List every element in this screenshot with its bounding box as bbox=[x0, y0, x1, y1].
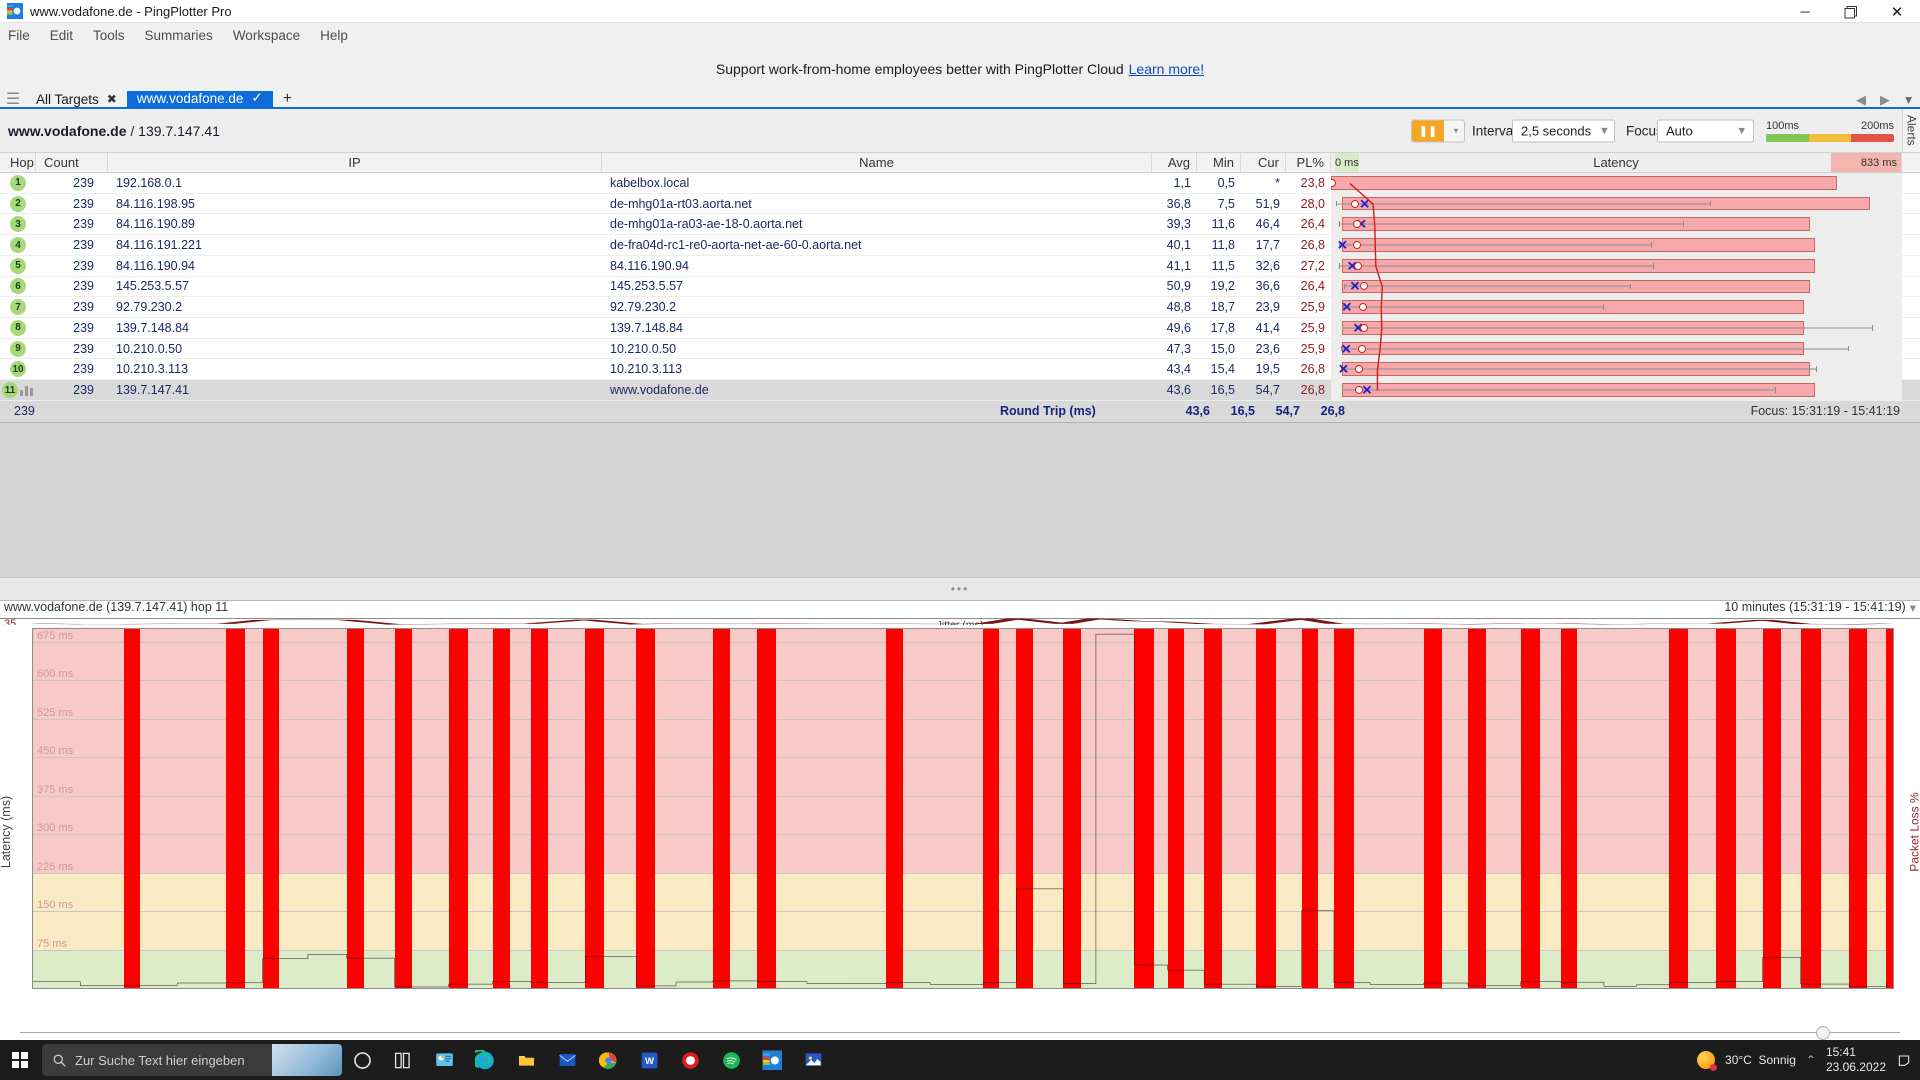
svg-text:W: W bbox=[645, 1056, 654, 1067]
